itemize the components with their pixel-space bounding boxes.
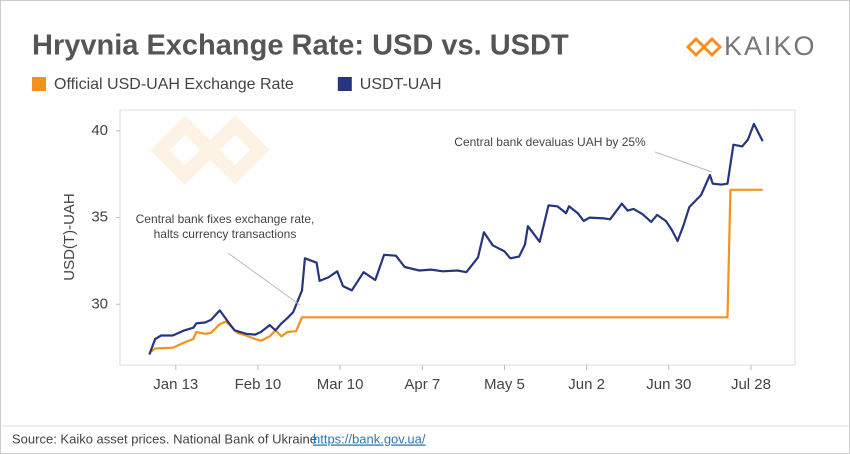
legend-swatch: [32, 77, 46, 91]
x-tick-label: Jun 30: [646, 376, 691, 393]
x-tick-label: Apr 7: [404, 376, 440, 393]
y-axis-label: USD(T)-UAH: [61, 193, 78, 281]
x-tick-label: May 5: [484, 376, 525, 393]
source-link[interactable]: https://bank.gov.ua/: [313, 431, 426, 446]
y-tick-label: 30: [91, 295, 108, 312]
legend-label: Official USD-UAH Exchange Rate: [54, 76, 294, 93]
x-tick-label: Mar 10: [317, 376, 364, 393]
logo-icon: [685, 36, 723, 58]
y-tick-label: 35: [91, 209, 108, 226]
annotation-leader: [654, 151, 713, 173]
series-line: [148, 122, 764, 355]
brand-logo: KAIKO: [685, 31, 817, 61]
legend-swatch: [337, 77, 352, 91]
x-tick-label: Jun 2: [568, 376, 605, 393]
annotation-leader: [227, 252, 301, 306]
x-tick-label: Feb 10: [235, 376, 282, 393]
chart-title: Hryvnia Exchange Rate: USD vs. USDT: [32, 30, 569, 62]
watermark: [150, 115, 270, 185]
plot-frame: [119, 109, 796, 366]
series-line: [148, 188, 763, 354]
source-text: Source: Kaiko asset prices. National Ban…: [12, 431, 317, 446]
brand-name: KAIKO: [724, 31, 817, 61]
x-tick-label: Jul 28: [731, 376, 771, 393]
y-tick-label: 40: [91, 122, 108, 139]
x-tick-label: Jan 13: [153, 376, 198, 393]
annotation-text: Central bank fixes exchange rate,: [136, 212, 315, 226]
annotation-text: halts currency transactions: [154, 227, 297, 241]
legend-label: USDT-UAH: [360, 76, 442, 93]
annotation-text: Central bank devaluas UAH by 25%: [454, 135, 646, 149]
